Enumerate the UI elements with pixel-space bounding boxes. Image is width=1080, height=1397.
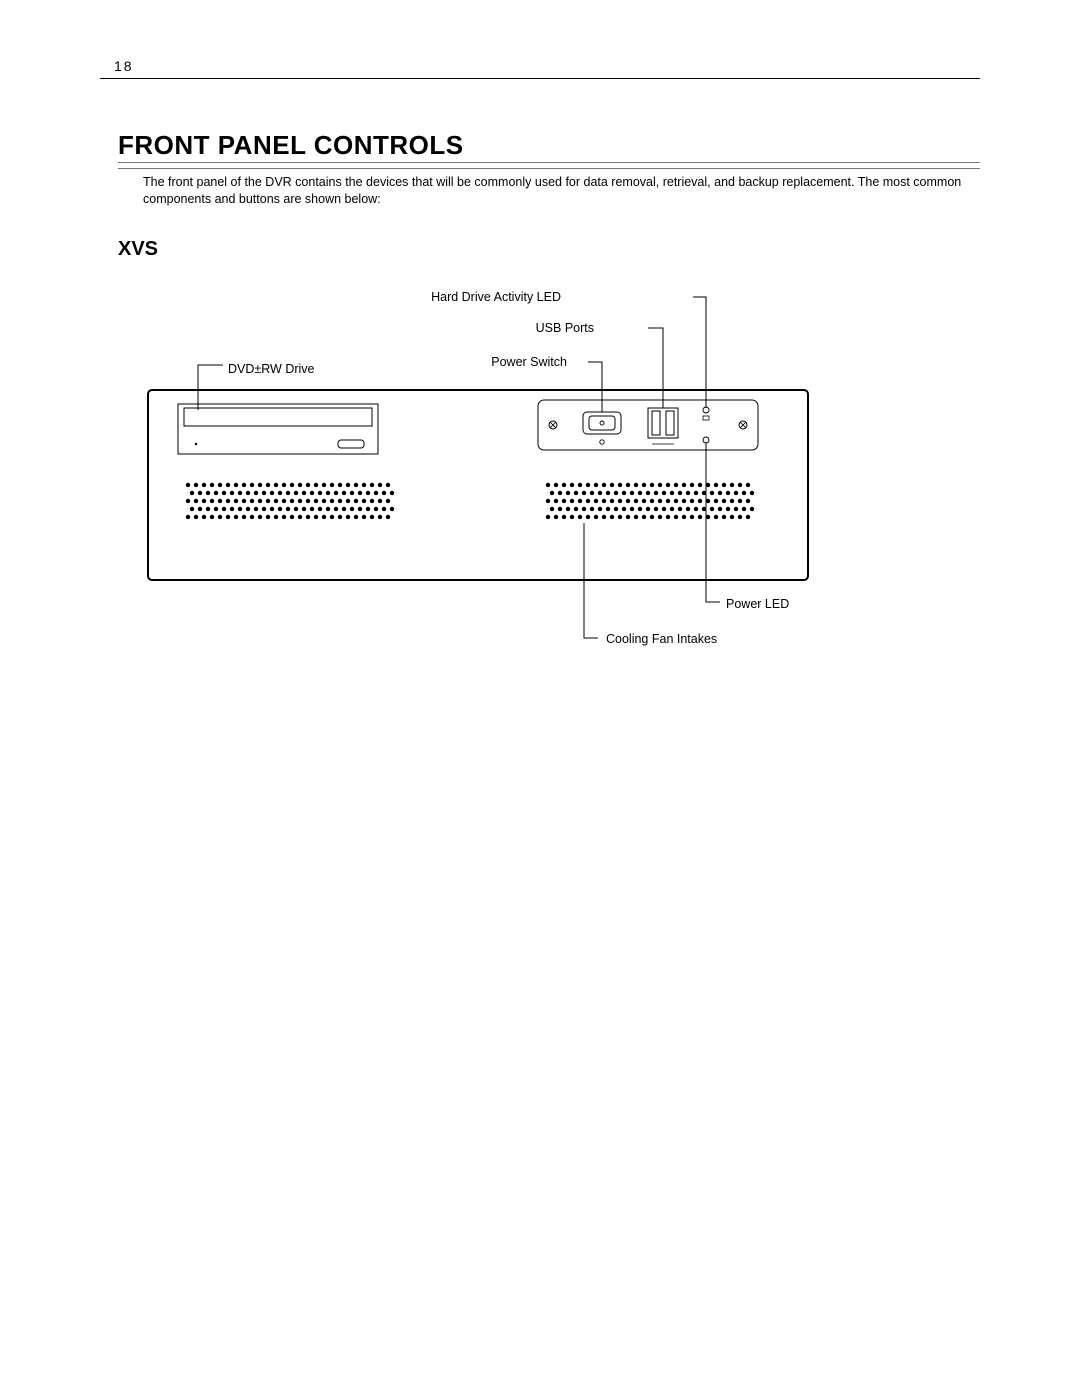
page-number: 18 xyxy=(114,58,134,74)
intro-paragraph: The front panel of the DVR contains the … xyxy=(143,174,980,208)
sub-title: XVS xyxy=(118,238,158,261)
section-title: FRONT PANEL CONTROLS xyxy=(118,130,464,161)
page: 18 FRONT PANEL CONTROLS The front panel … xyxy=(0,0,1080,1397)
front-panel-diagram xyxy=(118,280,838,660)
section-title-rule xyxy=(118,162,980,169)
header-rule xyxy=(100,78,980,79)
